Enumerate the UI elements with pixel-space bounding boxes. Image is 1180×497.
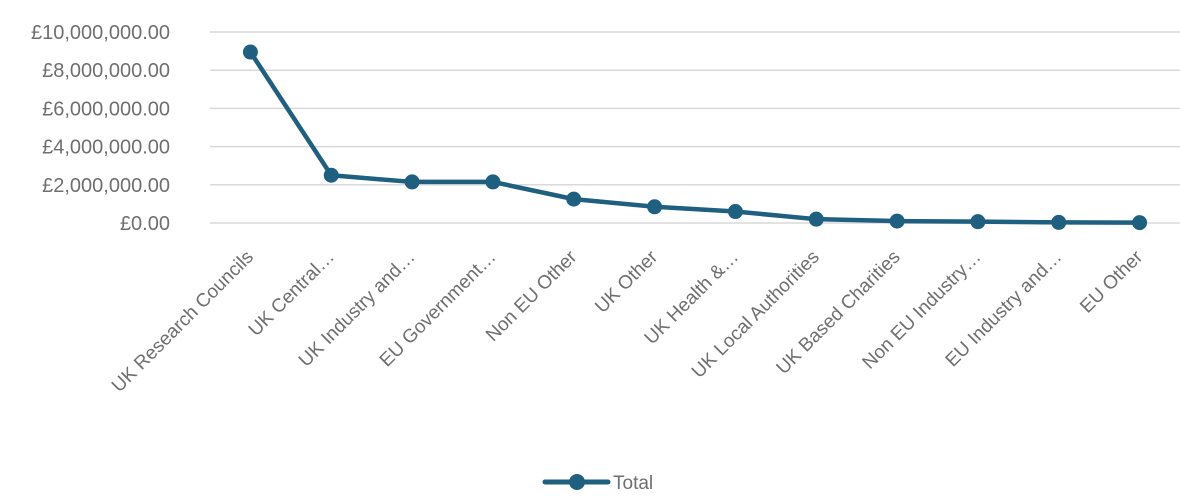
y-tick-label: £8,000,000.00 — [42, 60, 170, 82]
legend: Total — [542, 473, 653, 494]
series-line-total — [248, 49, 1142, 225]
data-point — [889, 213, 905, 229]
data-point — [1051, 214, 1067, 230]
y-axis-ticks: £0.00 £2,000,000.00 £4,000,000.00 £6,000,00… — [31, 22, 170, 235]
y-tick-label: £2,000,000.00 — [42, 175, 170, 197]
data-point — [970, 214, 986, 230]
x-tick-label: UK Other — [591, 246, 662, 317]
legend-label-total: Total — [613, 473, 653, 492]
y-tick-label: £6,000,000.00 — [42, 98, 170, 120]
data-point — [404, 174, 420, 190]
data-point — [242, 44, 258, 60]
data-point — [485, 174, 501, 190]
y-tick-label: £10,000,000.00 — [31, 22, 170, 44]
series-layer — [242, 44, 1148, 231]
data-point — [727, 204, 743, 220]
x-tick-label: UK Research Councils — [108, 247, 258, 397]
legend-marker-total — [569, 474, 585, 490]
y-tick-label: £0.00 — [120, 213, 170, 235]
data-point — [323, 167, 339, 183]
data-point — [808, 211, 824, 227]
x-tick-label: EU Other — [1076, 246, 1147, 317]
data-point — [647, 199, 663, 215]
data-point — [1132, 215, 1148, 231]
data-point — [566, 191, 582, 207]
grid — [210, 31, 1180, 224]
y-tick-label: £4,000,000.00 — [42, 137, 170, 159]
